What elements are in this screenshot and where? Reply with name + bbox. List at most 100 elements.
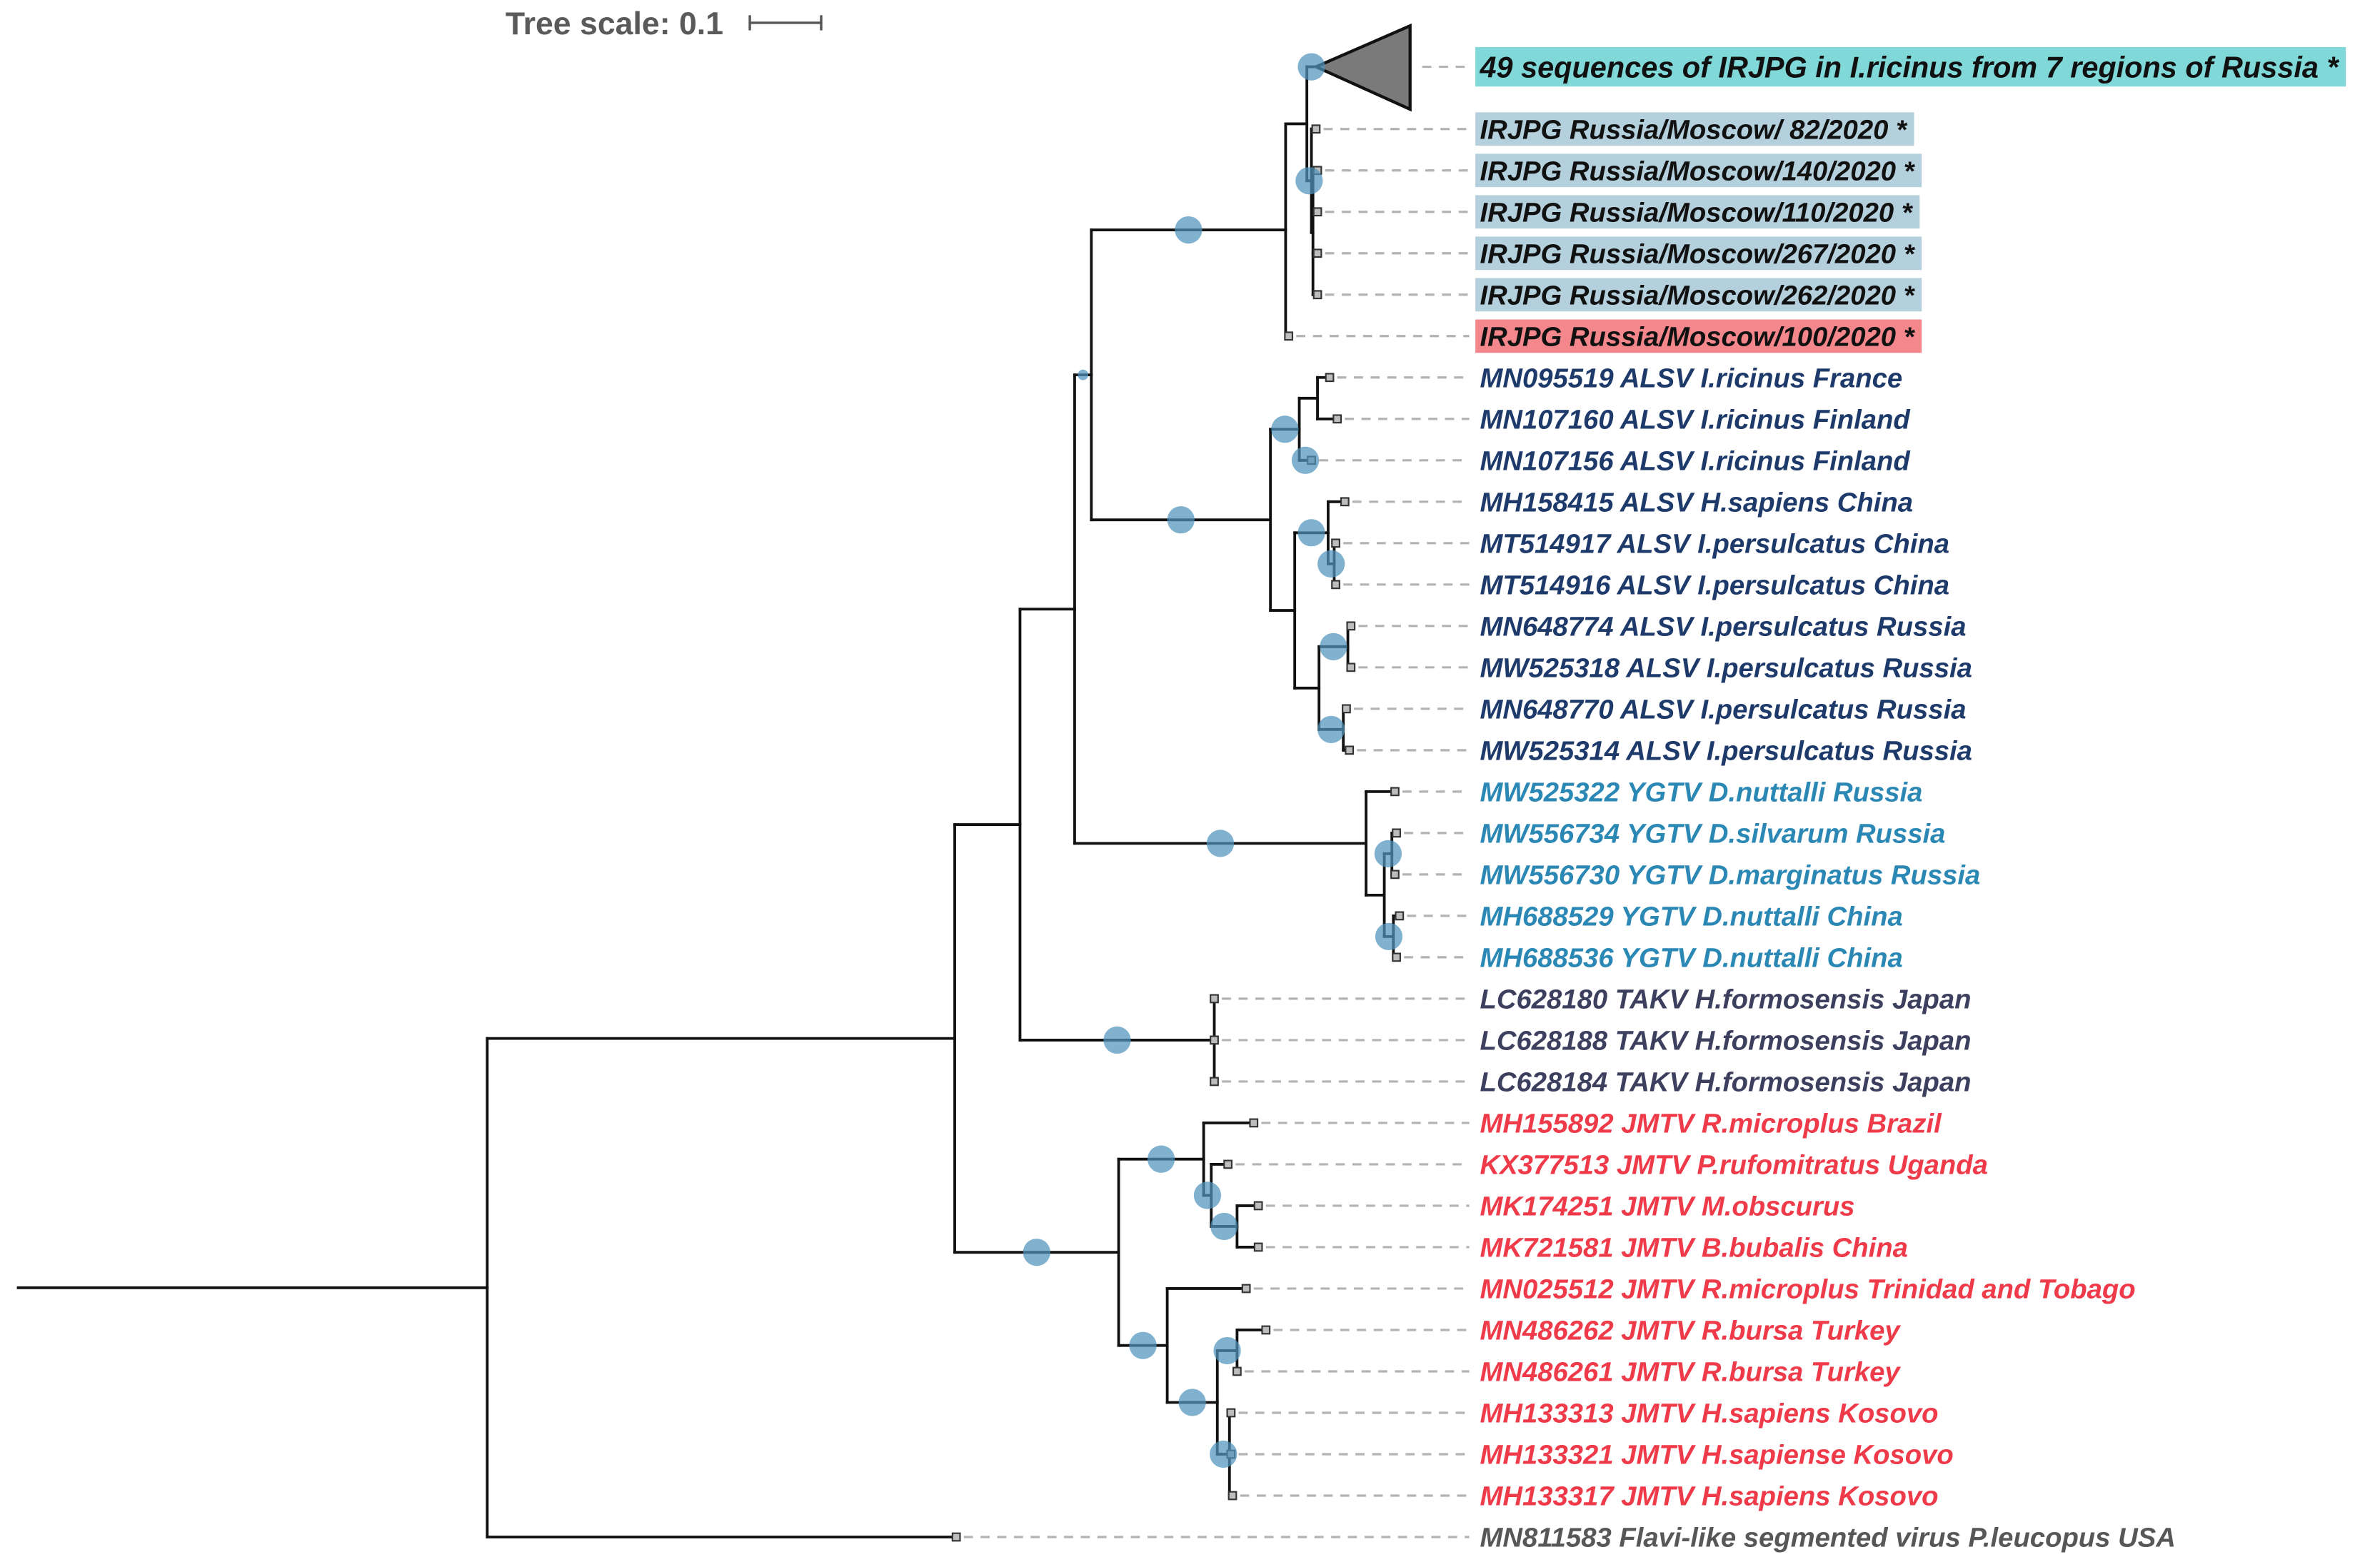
support-marker (1129, 1331, 1157, 1359)
leaf-label: MW556730 YGTV D.marginatus Russia (1480, 860, 1980, 890)
leaf-label: IRJPG Russia/Moscow/ 82/2020 * (1480, 114, 1908, 145)
leaf-tip-marker (1312, 290, 1322, 300)
leaf-tip-marker (1331, 538, 1340, 548)
leaf-label: MW525322 YGTV D.nuttalli Russia (1480, 777, 1922, 807)
leaf-label-collapsed-clade: 49 sequences of IRJPG in I.ricinus from … (1479, 50, 2339, 84)
leaf-tip-marker (1284, 331, 1294, 341)
leaf-tip-marker (1346, 621, 1356, 631)
tree-scale-label: Tree scale: 0.1 (506, 6, 723, 41)
support-marker (1167, 506, 1195, 534)
leaf-tip-marker (1210, 1077, 1219, 1087)
collapsed-clade-triangle (1312, 23, 1412, 112)
support-marker (1178, 1389, 1206, 1416)
leaf-tip-marker (1253, 1242, 1263, 1252)
support-marker (1175, 216, 1202, 244)
leaf-label: MH158415 ALSV H.sapiens China (1480, 487, 1913, 518)
label-highlight (1475, 46, 2346, 87)
leaf-label: MT514916 ALSV I.persulcatus China (1480, 570, 1949, 600)
leaf-label: IRJPG Russia/Moscow/262/2020 * (1480, 280, 1915, 311)
leaf-tip-marker (1390, 870, 1400, 880)
label-highlight (1475, 236, 1922, 271)
leaf-tip-marker (1210, 994, 1219, 1004)
support-marker (1210, 1212, 1238, 1241)
leaf-tip-marker (1340, 497, 1350, 507)
leaf-tip-marker (1227, 1491, 1237, 1501)
label-highlight (1475, 153, 1922, 188)
leaf-label: MN025512 JMTV R.microplus Trinidad and T… (1480, 1274, 2135, 1305)
leaf-label: MW525318 ALSV I.persulcatus Russia (1480, 653, 1972, 684)
support-marker (1210, 1440, 1237, 1468)
leaf-tip-marker (1312, 207, 1322, 217)
leaf-label: MW556734 YGTV D.silvarum Russia (1480, 818, 1945, 849)
leaf-tip-marker (1346, 662, 1356, 672)
support-marker (1295, 167, 1323, 195)
support-marker (1103, 1026, 1131, 1054)
leaf-tip-marker (1332, 414, 1342, 424)
leaf-label: IRJPG Russia/Moscow/100/2020 * (1480, 321, 1915, 352)
label-highlight (1475, 195, 1920, 229)
leaf-label: MN095519 ALSV I.ricinus France (1480, 363, 1902, 393)
leaf-label: MN486262 JMTV R.bursa Turkey (1480, 1316, 1901, 1346)
leaf-tip-marker (1226, 1408, 1236, 1418)
support-marker (1206, 830, 1235, 857)
leader-lines (963, 65, 1470, 1538)
support-marker (1320, 633, 1347, 660)
label-highlight (1475, 278, 1922, 312)
leaf-label: MH133313 JMTV H.sapiens Kosovo (1480, 1399, 1938, 1429)
support-markers (1023, 53, 1403, 1468)
label-highlight (1475, 319, 1922, 353)
leaf-tips (951, 23, 1412, 1542)
leaf-label: LC628180 TAKV H.formosensis Japan (1480, 984, 1971, 1015)
leaf-tip-marker (1342, 704, 1351, 714)
leaf-tip-marker (1311, 124, 1321, 134)
support-marker (1291, 446, 1320, 474)
leaf-label-outgroup: MN811583 Flavi-like segmented virus P.le… (1480, 1523, 2175, 1553)
leaf-label: MH133317 JMTV H.sapiens Kosovo (1480, 1481, 1938, 1512)
support-marker (1078, 369, 1089, 381)
tree-scale: Tree scale: 0.1 (506, 6, 823, 41)
leaf-labels: 49 sequences of IRJPG in I.ricinus from … (1479, 50, 2339, 1553)
leaf-label: MK174251 JMTV M.obscurus (1480, 1191, 1854, 1221)
leaf-label: KX377513 JMTV P.rufomitratus Uganda (1480, 1150, 1987, 1181)
leaf-label: MN648770 ALSV I.persulcatus Russia (1480, 695, 1966, 725)
support-marker (1297, 519, 1325, 547)
leaf-label: IRJPG Russia/Moscow/110/2020 * (1480, 197, 1913, 228)
leaf-tip-marker (1312, 248, 1322, 258)
tree-scale-bar (748, 15, 823, 31)
support-marker (1271, 415, 1299, 443)
leaf-tip-marker (1392, 828, 1401, 838)
support-marker (1317, 550, 1345, 578)
leaf-tip-marker (1390, 787, 1400, 797)
support-marker (1317, 715, 1345, 743)
leaf-label: MH133321 JMTV H.sapiense Kosovo (1480, 1440, 1953, 1471)
leaf-tip-marker (951, 1532, 961, 1542)
leaf-label: MN648774 ALSV I.persulcatus Russia (1480, 611, 1966, 642)
leaf-label: MH688536 YGTV D.nuttalli China (1480, 942, 1902, 973)
leaf-label: MN107156 ALSV I.ricinus Finland (1480, 445, 1911, 476)
leaf-tip-marker (1345, 745, 1355, 755)
label-highlight (1475, 112, 1914, 146)
leaf-label: MH155892 JMTV R.microplus Brazil (1480, 1109, 1942, 1139)
leaf-tip-marker (1249, 1118, 1259, 1128)
leaf-tip-marker (1392, 952, 1401, 962)
leaf-tip-marker (1210, 1035, 1219, 1045)
leaf-tip-marker (1241, 1284, 1251, 1294)
leaf-label: IRJPG Russia/Moscow/267/2020 * (1480, 238, 1915, 269)
support-marker (1374, 840, 1402, 868)
leaf-tip-marker (1395, 911, 1405, 921)
support-marker (1147, 1145, 1175, 1173)
leaf-label: MW525314 ALSV I.persulcatus Russia (1480, 736, 1972, 767)
leaf-label: MN486261 JMTV R.bursa Turkey (1480, 1357, 1901, 1388)
support-marker (1297, 53, 1325, 81)
support-marker (1375, 922, 1403, 951)
leaf-label: MT514917 ALSV I.persulcatus China (1480, 528, 1949, 559)
support-marker (1193, 1181, 1222, 1209)
support-marker (1213, 1336, 1241, 1365)
leaf-label: IRJPG Russia/Moscow/140/2020 * (1480, 156, 1915, 186)
tree-branches (16, 65, 1401, 1538)
support-marker (1023, 1239, 1050, 1266)
leaf-label: MN107160 ALSV I.ricinus Finland (1480, 404, 1911, 435)
leaf-label: MK721581 JMTV B.bubalis China (1480, 1232, 1907, 1263)
label-highlights (1475, 46, 2346, 353)
